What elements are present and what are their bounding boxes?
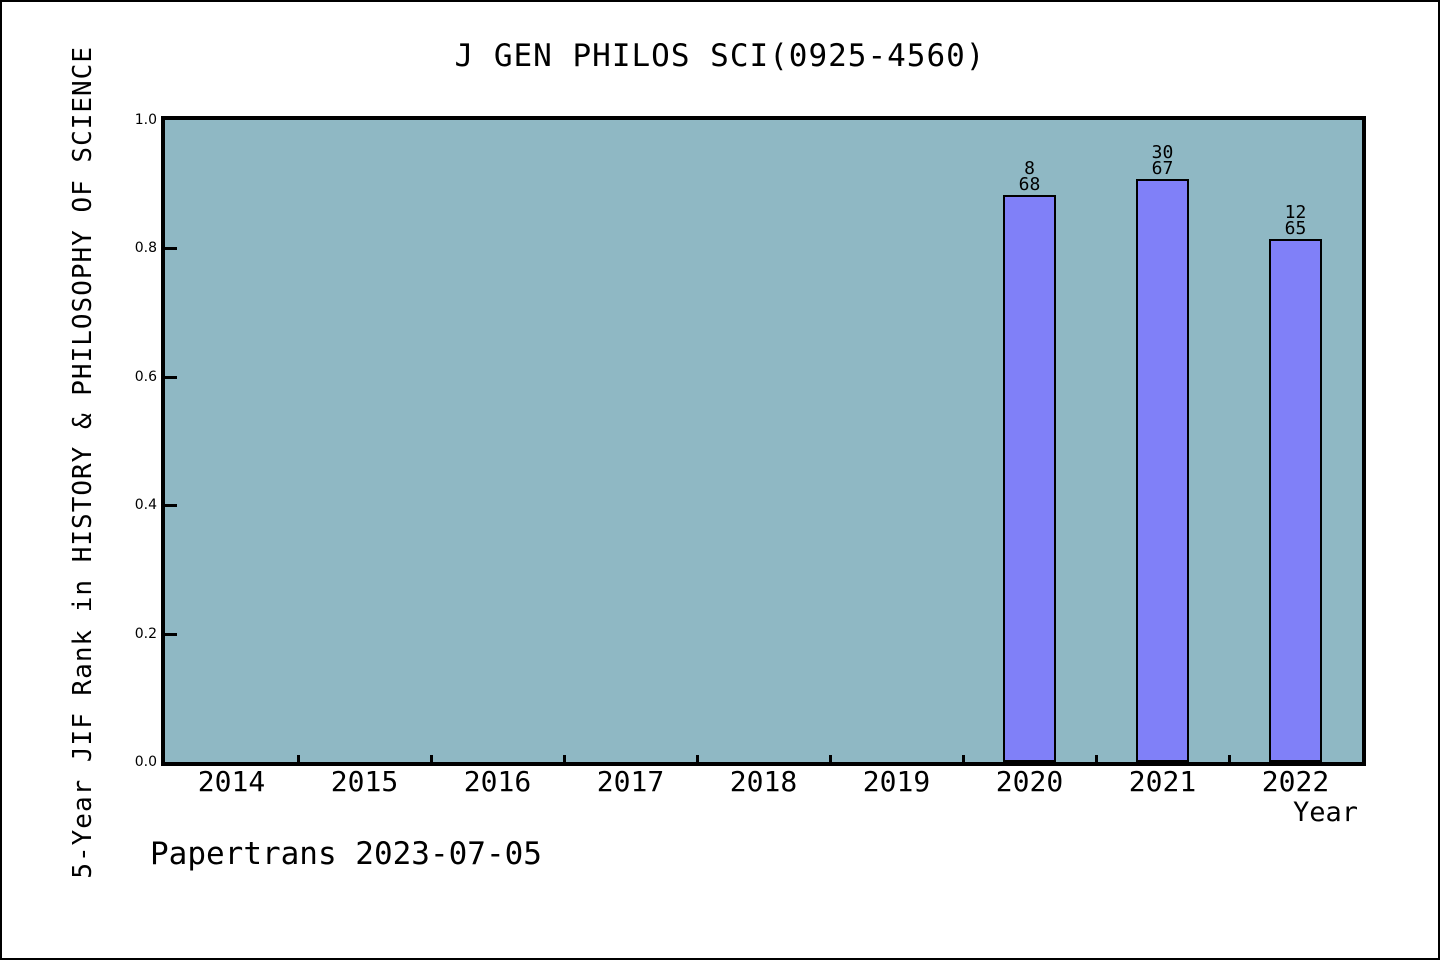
y-tick-label: 0.0: [134, 754, 157, 770]
x-tick-mark: [1095, 755, 1098, 762]
y-tick-mark: [165, 504, 177, 508]
bar-annotation-2020: 8 68: [1018, 158, 1041, 196]
x-tick-label-2015: 2015: [330, 765, 399, 798]
y-tick-label: 0.2: [134, 625, 157, 642]
x-tick-label-2021: 2021: [1128, 765, 1197, 798]
x-tick-mark: [297, 755, 300, 762]
y-tick-label: 0.6: [134, 368, 157, 385]
x-axis-label: Year: [1292, 797, 1358, 828]
bar-2021: [1136, 179, 1189, 762]
x-tick-label-2022: 2022: [1261, 765, 1330, 798]
y-tick-mark: [165, 375, 177, 379]
x-tick-label-2019: 2019: [862, 765, 931, 798]
x-tick-mark: [563, 755, 566, 762]
plot-area: 2014 2015 2016 2017 2018 2019 2020 2021 2022 8 68…: [165, 120, 1362, 797]
y-tick-label: 1.0: [134, 112, 157, 128]
chart-title: J GEN PHILOS SCI(0925-4560): [454, 38, 986, 74]
x-tick-mark: [962, 755, 965, 762]
y-tick-mark: [165, 632, 177, 636]
y-axis-label: 5-Year JIF Rank in HISTORY & PHILOSOPHY …: [68, 45, 98, 879]
bar-2022: [1269, 238, 1322, 762]
x-tick-mark: [430, 755, 433, 762]
bar-2020: [1003, 195, 1056, 762]
x-tick-mark: [1228, 755, 1231, 762]
y-axis-label-wrap: 5-Year JIF Rank in HISTORY & PHILOSOPHY …: [22, 2, 144, 922]
x-tick-label-2017: 2017: [596, 765, 665, 798]
bar-annotation-2022: 12 65: [1284, 201, 1307, 239]
x-tick-label-2014: 2014: [197, 765, 266, 798]
x-tick-label-2018: 2018: [729, 765, 798, 798]
x-tick-label-2020: 2020: [995, 765, 1064, 798]
bar-annotation-2021: 30 67: [1151, 142, 1174, 180]
x-tick-label-2016: 2016: [463, 765, 532, 798]
x-tick-mark: [829, 755, 832, 762]
y-tick-mark: [165, 247, 177, 251]
y-tick-label: 0.4: [134, 497, 157, 514]
watermark-text: Papertrans 2023-07-05: [150, 836, 542, 872]
x-tick-mark: [696, 755, 699, 762]
y-tick-label: 0.8: [134, 240, 157, 257]
